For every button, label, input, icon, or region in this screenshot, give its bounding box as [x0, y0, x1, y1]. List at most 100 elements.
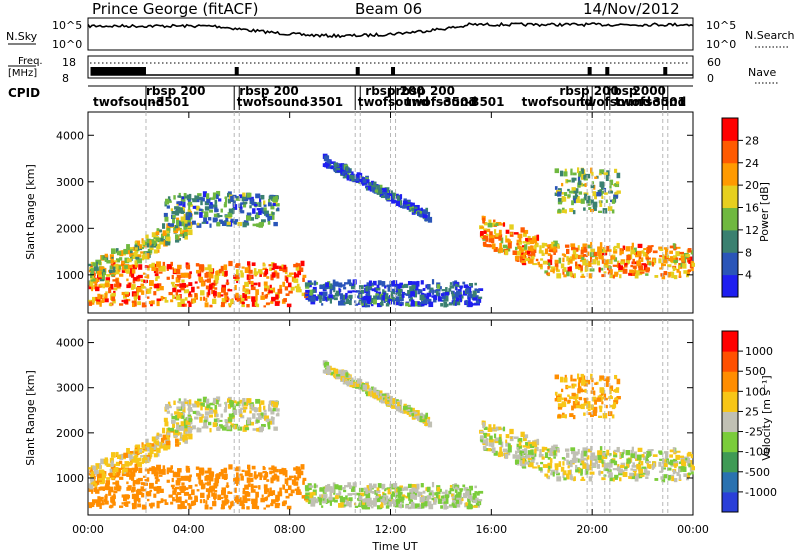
- power-pixel: [92, 296, 96, 303]
- velocity-pixel: [383, 502, 386, 506]
- velocity-pixel: [93, 475, 96, 480]
- power-pixel: [131, 268, 136, 274]
- power-pixel: [609, 189, 612, 192]
- power-pixel: [333, 162, 338, 168]
- power-pixel: [108, 283, 114, 290]
- velocity-pixel: [115, 451, 119, 456]
- power-pixel: [411, 208, 415, 212]
- velocity-pixel: [663, 451, 669, 454]
- power-pixel: [395, 289, 398, 293]
- power-pixel: [416, 280, 420, 287]
- velocity-pixel: [368, 483, 372, 489]
- velocity-pixel: [441, 491, 446, 494]
- power-pixel: [572, 172, 577, 176]
- velocity-pixel: [109, 457, 114, 463]
- velocity-pixel: [228, 418, 233, 422]
- power-pixel: [571, 200, 574, 206]
- power-pixel: [397, 290, 402, 297]
- velocity-pixel: [392, 398, 396, 404]
- velocity-pixel: [255, 497, 258, 503]
- velocity-pixel: [104, 457, 108, 462]
- velocity-pixel: [228, 464, 233, 470]
- velocity-pixel: [536, 447, 539, 452]
- velocity-pixel: [265, 418, 270, 423]
- power-pixel: [601, 195, 604, 199]
- power-pixel: [250, 285, 254, 288]
- power-pixel: [342, 176, 346, 179]
- velocity-pixel: [431, 497, 436, 501]
- velocity-pixel: [434, 497, 438, 503]
- velocity-pixel: [642, 472, 648, 475]
- velocity-pixel: [517, 449, 522, 454]
- power-pixel: [520, 227, 525, 233]
- power-pixel: [300, 267, 304, 273]
- power-pixel: [233, 220, 237, 225]
- power-pixel: [599, 181, 604, 188]
- velocity-pixel: [685, 457, 688, 461]
- power-pixel: [362, 298, 366, 303]
- freq-spike-5: [663, 67, 668, 75]
- velocity-pixel: [165, 403, 170, 410]
- velocity-pixel: [296, 491, 302, 495]
- power-pixel: [95, 278, 100, 282]
- velocity-pixel: [286, 505, 292, 510]
- velocity-pixel: [419, 416, 425, 423]
- power-pixel: [214, 287, 218, 290]
- power-pixel: [420, 300, 425, 304]
- velocity-pixel: [415, 410, 420, 416]
- velocity-pixel: [459, 498, 463, 505]
- velocity-pixel: [322, 497, 326, 502]
- velocity-pixel: [137, 458, 142, 462]
- power-pixel: [278, 266, 283, 269]
- power-pixel: [178, 206, 181, 210]
- power-pixel: [483, 229, 487, 234]
- velocity-pixel: [611, 458, 616, 461]
- velocity-pixel: [119, 454, 124, 460]
- velocity-pixel: [514, 459, 520, 464]
- velocity-pixel: [380, 500, 384, 506]
- velocity-pixel: [431, 481, 435, 488]
- velocity-pixel: [366, 498, 372, 505]
- power-pixel: [203, 217, 208, 223]
- velocity-pixel: [577, 382, 581, 388]
- power-pixel: [140, 279, 145, 283]
- power-pixel: [675, 257, 679, 261]
- power-pixel: [338, 300, 342, 306]
- power-pixel: [448, 302, 453, 305]
- power-pixel: [423, 298, 428, 304]
- power-pixel: [544, 270, 549, 274]
- velocity-pixel: [632, 462, 635, 468]
- velocity-pixel: [543, 446, 548, 451]
- power-pixel: [227, 216, 232, 219]
- power-pixel: [518, 241, 522, 245]
- velocity-pixel: [90, 482, 94, 485]
- velocity-pixel: [110, 466, 114, 473]
- velocity-pixel: [598, 458, 604, 463]
- velocity-pixel: [98, 477, 103, 481]
- velocity-pixel: [374, 395, 378, 399]
- power-pixel: [560, 263, 565, 269]
- power-pixel: [524, 244, 528, 250]
- power-pixel: [95, 286, 100, 292]
- velocity-pixel: [250, 489, 256, 493]
- velocity-pixel: [173, 471, 177, 477]
- power-pixel: [151, 266, 157, 272]
- power-pixel: [478, 296, 483, 299]
- velocity-pixel: [395, 498, 400, 505]
- power-pixel: [194, 292, 197, 298]
- velocity-pixel: [510, 436, 513, 439]
- velocity-pixel: [106, 477, 111, 480]
- power-pixel: [375, 287, 381, 291]
- power-pixel: [325, 282, 330, 288]
- power-pixel: [401, 302, 404, 306]
- velocity-pixel: [652, 454, 658, 457]
- power-pixel: [232, 200, 236, 205]
- velocity-cbar-swatch-8: [722, 331, 738, 352]
- power-pixel: [659, 267, 663, 270]
- velocity-pixel: [515, 454, 521, 460]
- power-pixel: [431, 279, 435, 285]
- velocity-pixel: [488, 442, 492, 447]
- power-pixel: [216, 221, 221, 227]
- power-pixel: [579, 254, 583, 259]
- power-pixel: [145, 234, 149, 239]
